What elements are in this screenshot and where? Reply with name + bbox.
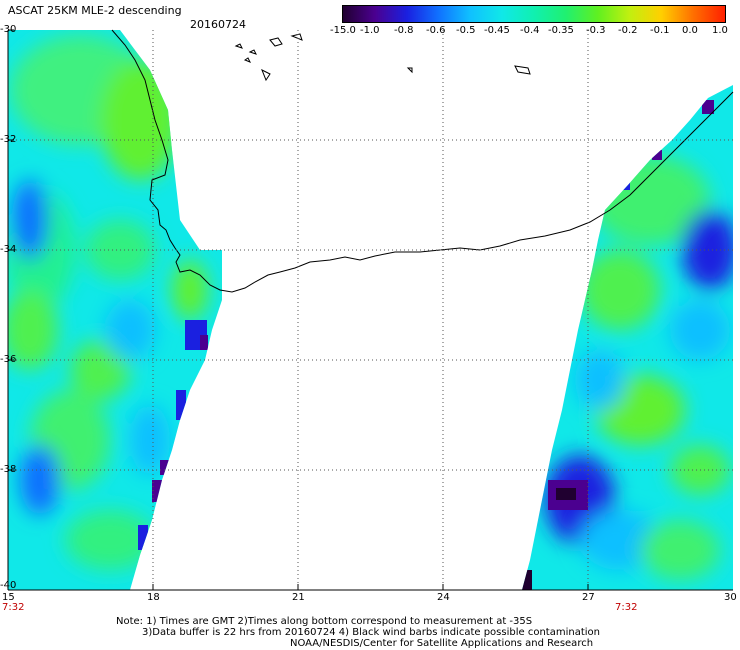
lat-label: -38 xyxy=(0,464,17,475)
west-swath-field xyxy=(8,30,222,590)
lon-label: 18 xyxy=(147,592,160,603)
lon-label: 30 xyxy=(724,592,737,603)
lon-label: 21 xyxy=(292,592,305,603)
lat-label: -34 xyxy=(0,244,17,255)
colorbar-label: -0.3 xyxy=(586,25,606,36)
colorbar-label: -0.1 xyxy=(650,25,670,36)
axis-ticks xyxy=(7,29,733,591)
east-swath-field xyxy=(522,85,733,590)
colorbar-segment-2 xyxy=(374,6,407,22)
lat-label: -40 xyxy=(0,580,17,591)
colorbar-segment-9 xyxy=(597,6,630,22)
colorbar-label: -0.8 xyxy=(394,25,414,36)
colorbar: -15.0 -1.0 -0.8 -0.6 -0.5 -0.45 -0.4 -0.… xyxy=(330,5,728,36)
lat-label: -30 xyxy=(0,24,17,35)
colorbar-label: -15.0 xyxy=(330,25,356,36)
map-date: 20160724 xyxy=(190,18,246,31)
colorbar-segment-3 xyxy=(406,6,439,22)
lat-label: -36 xyxy=(0,354,17,365)
colorbar-label: -0.45 xyxy=(484,25,510,36)
colorbar-segment-4 xyxy=(438,6,471,22)
colorbar-segment-7 xyxy=(533,6,566,22)
lat-label: -32 xyxy=(0,134,17,145)
lon-label: 24 xyxy=(437,592,450,603)
lon-label: 15 xyxy=(2,592,15,603)
colorbar-label: -0.5 xyxy=(456,25,476,36)
colorbar-label: -0.4 xyxy=(520,25,540,36)
colorbar-segment-11 xyxy=(661,6,694,22)
colorbar-label: 0.0 xyxy=(682,25,698,36)
note-line-1: Note: 1) Times are GMT 2)Times along bot… xyxy=(116,616,533,627)
lat-lon-grid xyxy=(8,30,733,590)
colorbar-label: 1.0 xyxy=(712,25,728,36)
colorbar-segment-10 xyxy=(629,6,662,22)
colorbar-label: -0.35 xyxy=(548,25,574,36)
time-mark: 7:32 xyxy=(615,602,638,613)
colorbar-segment-6 xyxy=(502,6,534,22)
note-line-2: 3)Data buffer is 22 hrs from 20160724 4)… xyxy=(142,627,600,638)
colorbar-label: -0.2 xyxy=(618,25,638,36)
colorbar-label: -1.0 xyxy=(360,25,380,36)
note-line-3: NOAA/NESDIS/Center for Satellite Applica… xyxy=(290,638,594,649)
time-mark: 7:32 xyxy=(2,602,25,613)
colorbar-label: -0.6 xyxy=(426,25,446,36)
lon-label: 27 xyxy=(582,592,595,603)
colorbar-segment-8 xyxy=(565,6,598,22)
colorbar-segment-5 xyxy=(470,6,503,22)
colorbar-segment-1 xyxy=(343,6,375,22)
colorbar-segment-12 xyxy=(693,6,725,22)
island-outlines xyxy=(234,33,531,82)
map-title: ASCAT 25KM MLE-2 descending xyxy=(8,4,182,17)
coastline xyxy=(111,29,734,293)
